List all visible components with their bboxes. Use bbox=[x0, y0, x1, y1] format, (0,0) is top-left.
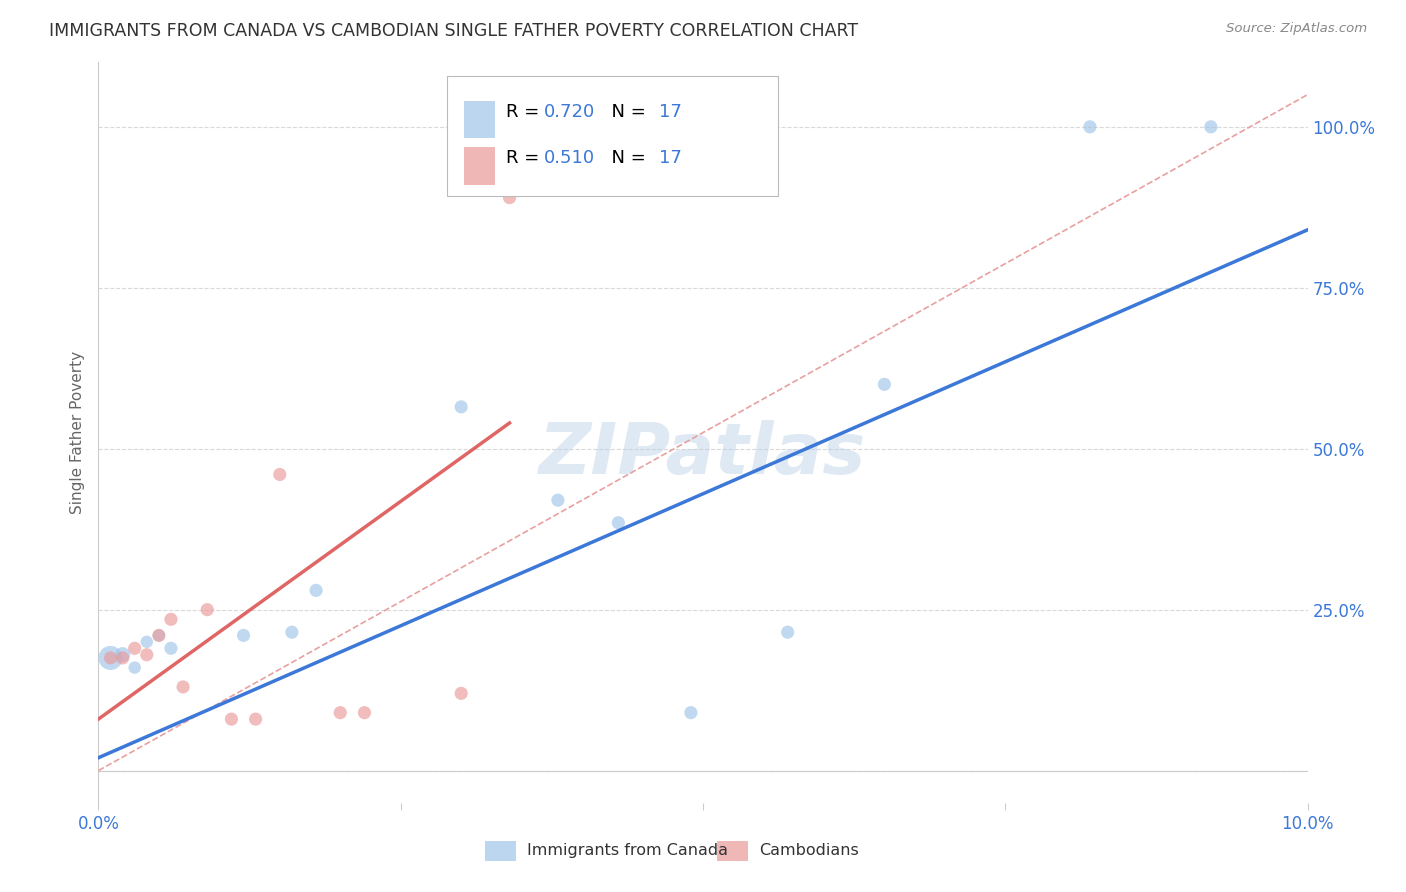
Point bbox=[135, 648, 157, 662]
Point bbox=[124, 641, 146, 656]
Point bbox=[329, 706, 352, 720]
Point bbox=[1078, 120, 1101, 134]
Point bbox=[281, 625, 304, 640]
Text: 0.720: 0.720 bbox=[544, 103, 595, 120]
Text: Source: ZipAtlas.com: Source: ZipAtlas.com bbox=[1226, 22, 1367, 36]
Text: R =: R = bbox=[506, 103, 546, 120]
Text: 17: 17 bbox=[659, 149, 682, 167]
Text: Cambodians: Cambodians bbox=[759, 844, 859, 858]
Text: IMMIGRANTS FROM CANADA VS CAMBODIAN SINGLE FATHER POVERTY CORRELATION CHART: IMMIGRANTS FROM CANADA VS CAMBODIAN SING… bbox=[49, 22, 858, 40]
Text: N =: N = bbox=[600, 103, 652, 120]
Point bbox=[245, 712, 267, 726]
Point bbox=[172, 680, 194, 694]
Point bbox=[353, 706, 375, 720]
Point bbox=[607, 516, 630, 530]
Point bbox=[195, 602, 218, 616]
Point bbox=[124, 660, 146, 674]
Point bbox=[160, 612, 183, 626]
Point bbox=[547, 493, 569, 508]
Text: ZIPatlas: ZIPatlas bbox=[540, 420, 866, 490]
Point bbox=[1199, 120, 1222, 134]
Point bbox=[232, 628, 254, 642]
Point bbox=[450, 686, 472, 700]
Point bbox=[776, 625, 799, 640]
Point bbox=[148, 628, 170, 642]
Point bbox=[100, 651, 122, 665]
Point bbox=[111, 651, 134, 665]
Point bbox=[679, 706, 702, 720]
Text: 0.510: 0.510 bbox=[544, 149, 595, 167]
Text: 17: 17 bbox=[659, 103, 682, 120]
Y-axis label: Single Father Poverty: Single Father Poverty bbox=[69, 351, 84, 514]
Point bbox=[269, 467, 291, 482]
Point bbox=[450, 400, 472, 414]
Point bbox=[135, 635, 157, 649]
Point bbox=[221, 712, 243, 726]
Point bbox=[305, 583, 328, 598]
Point bbox=[498, 191, 520, 205]
Text: R =: R = bbox=[506, 149, 546, 167]
Point bbox=[111, 648, 134, 662]
Point bbox=[873, 377, 896, 392]
Text: N =: N = bbox=[600, 149, 652, 167]
Point bbox=[160, 641, 183, 656]
Point bbox=[100, 651, 122, 665]
Text: Immigrants from Canada: Immigrants from Canada bbox=[527, 844, 728, 858]
Point bbox=[148, 628, 170, 642]
